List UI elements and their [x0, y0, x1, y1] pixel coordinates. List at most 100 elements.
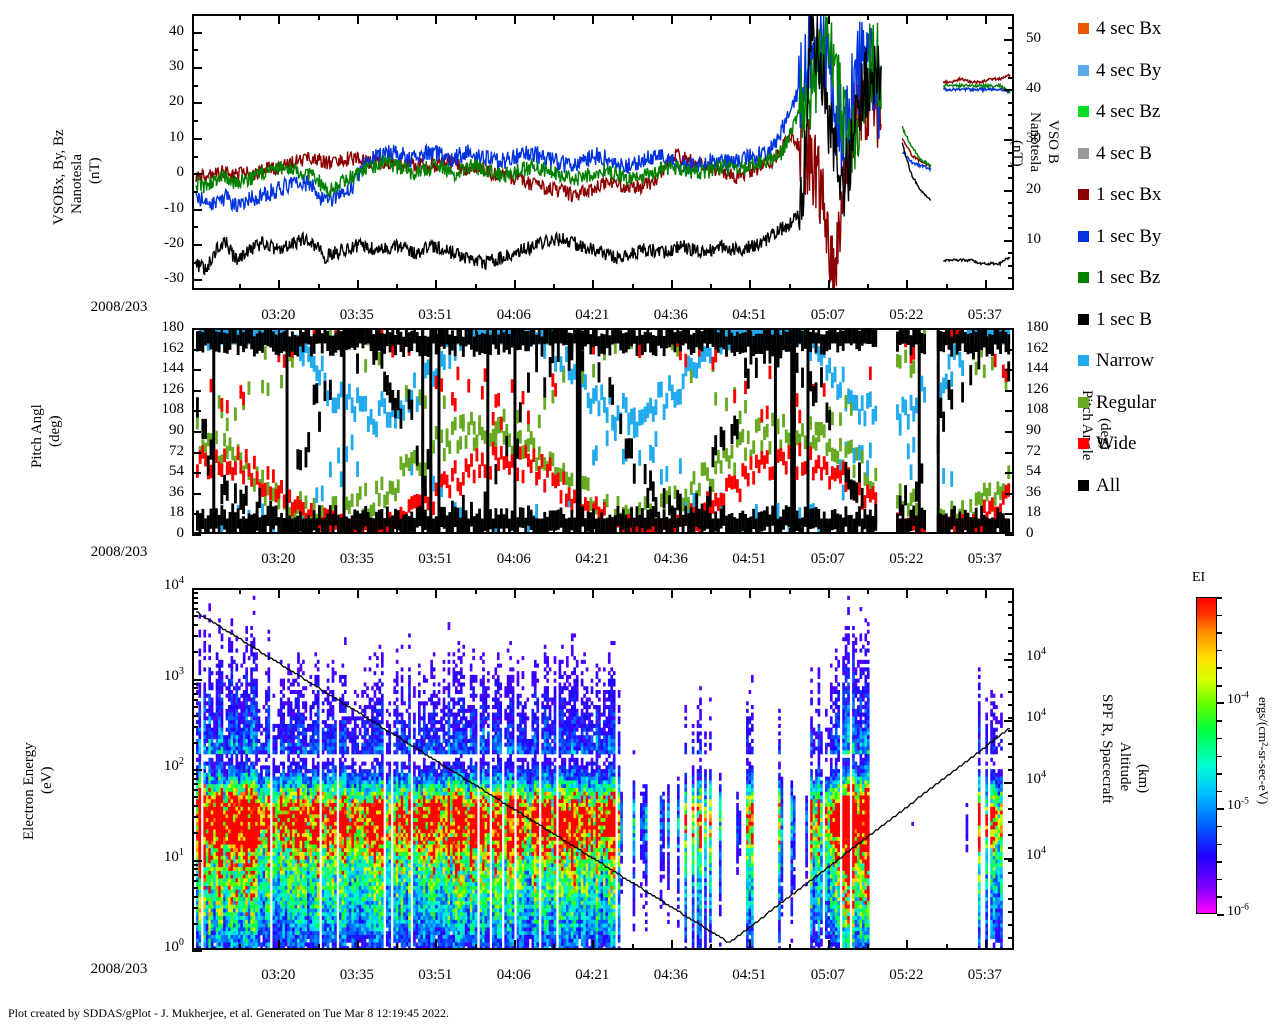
spectrogram-cell: [289, 889, 293, 894]
spectrogram-cell: [302, 852, 305, 857]
spectrogram-cell: [230, 829, 234, 834]
spectrogram-cell: [220, 874, 224, 879]
spectrogram-cell: [235, 769, 239, 774]
spectrogram-cell: [265, 750, 268, 755]
pitch-cell: [1004, 331, 1008, 353]
spectrogram-cell: [299, 731, 303, 736]
pitch-cell: [898, 495, 902, 516]
spectrogram-cell: [274, 916, 278, 921]
pitch-cell: [809, 446, 813, 460]
spectrogram-cell: [245, 637, 248, 642]
spectrogram-cell: [289, 916, 293, 921]
pitch-cell: [461, 336, 465, 357]
pitch-cell: [765, 450, 769, 464]
spectrogram-cell: [299, 720, 303, 725]
spectrogram-cell: [198, 878, 202, 883]
pitch-cell: [909, 492, 913, 507]
spectrogram-cell: [274, 882, 278, 887]
pitch-cell: [811, 508, 815, 529]
spectrogram-cell: [198, 772, 202, 777]
spectrogram-cell: [252, 750, 256, 755]
spectrogram-cell: [203, 750, 207, 755]
pitch-cell: [559, 330, 563, 344]
spectrogram-cell: [260, 901, 263, 906]
spectrogram-cell: [233, 810, 236, 815]
pitch-cell: [725, 397, 728, 412]
spectrogram-cell: [210, 844, 214, 849]
spectrogram-cell: [257, 791, 261, 796]
spectrogram-cell: [247, 735, 251, 740]
pitch-cell: [768, 466, 772, 481]
pitch-cell: [798, 442, 802, 457]
pitch-cell: [714, 511, 718, 532]
spectrogram-cell: [304, 761, 308, 766]
pitch-cell: [242, 516, 245, 532]
pitch-cell: [543, 343, 547, 359]
spectrogram-cell: [230, 787, 234, 793]
spectrogram-cell: [267, 852, 271, 857]
pitch-cell: [828, 438, 832, 453]
spectrogram-cell: [284, 799, 288, 804]
spectrogram-cell: [247, 931, 251, 936]
spectrogram-cell: [292, 904, 295, 909]
spectrogram-cell: [267, 814, 271, 819]
spectrogram-cell: [240, 803, 244, 808]
spectrogram-cell: [205, 919, 209, 924]
spectrogram-cell: [302, 829, 305, 834]
spectrogram-cell: [255, 705, 258, 710]
spectrogram-cell: [304, 916, 308, 921]
spectrogram-cell: [302, 855, 305, 860]
spectrogram-cell: [245, 919, 248, 924]
spectrogram-cell: [242, 946, 246, 948]
spectrogram-cell: [299, 716, 303, 721]
spectrogram-cell: [242, 806, 246, 811]
spectrogram-cell: [272, 829, 276, 834]
spectrogram-cell: [225, 923, 229, 928]
pitch-cell: [581, 330, 585, 351]
pitch-cell: [508, 461, 511, 475]
panel2-ylabel-left-line1: Pitch Angl: [29, 404, 45, 468]
spectrogram-cell: [252, 610, 256, 615]
spectrogram-cell: [257, 776, 261, 781]
spectrogram-cell: [307, 923, 310, 928]
spectrogram-cell: [205, 723, 209, 728]
pitch-cell: [407, 389, 411, 410]
pitch-cell: [356, 330, 359, 348]
spectrogram-cell: [287, 908, 290, 913]
spectrogram-cell: [230, 644, 234, 649]
spectrogram-cell: [255, 787, 258, 793]
spectrogram-cell: [277, 889, 281, 894]
pitch-cell: [434, 482, 438, 497]
spectrogram-cell: [292, 727, 295, 732]
spectrogram-cell: [230, 776, 234, 781]
spectrogram-cell: [252, 784, 256, 789]
spectrogram-cell: [225, 934, 229, 939]
spectrogram-cell: [274, 784, 278, 789]
spectrogram-cell: [287, 863, 290, 868]
spectrogram-cell: [210, 942, 214, 947]
pitch-cell: [554, 356, 558, 372]
pitch-cell: [369, 330, 373, 352]
spectrogram-cell: [205, 863, 209, 868]
spectrogram-cell: [292, 772, 295, 777]
spectrogram-cell: [307, 908, 310, 913]
spectrogram-cell: [272, 927, 276, 932]
pitch-cell: [299, 345, 302, 362]
pitch-cell: [470, 330, 473, 350]
spectrogram-cell: [294, 716, 298, 721]
spectrogram-cell: [213, 844, 216, 849]
pitch-spike: [578, 330, 582, 532]
spectrogram-cell: [223, 787, 226, 793]
spectrogram-cell: [205, 727, 209, 732]
spectrogram-cell: [250, 716, 253, 721]
pitch-cell: [795, 430, 799, 444]
spectrogram-cell: [284, 848, 288, 853]
spectrogram-cell: [228, 916, 231, 921]
spectrogram-cell: [262, 931, 266, 936]
spectrogram-cell: [242, 765, 246, 770]
spectrogram-cell: [302, 912, 305, 917]
pitch-cell: [830, 447, 834, 462]
pitch-spike: [421, 330, 425, 532]
spectrogram-cell: [237, 742, 241, 747]
spectrogram-cell: [240, 814, 244, 819]
